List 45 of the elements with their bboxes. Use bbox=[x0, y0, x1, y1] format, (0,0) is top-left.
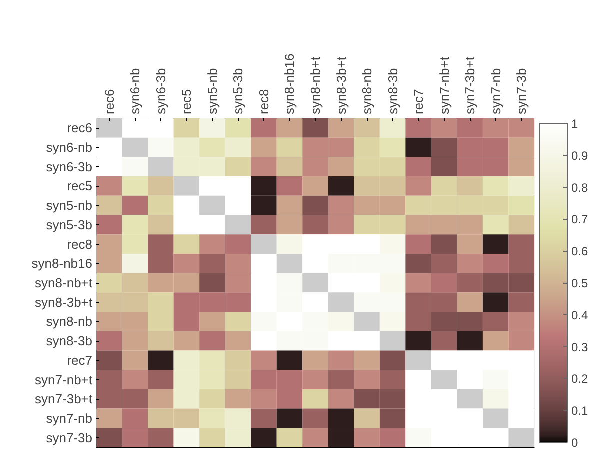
x-tick-label: syn7-3b bbox=[514, 68, 530, 114]
y-tick-label: syn8-nb16 bbox=[32, 256, 93, 272]
x-tick-label: syn8-nb+t bbox=[308, 56, 323, 114]
y-tick-label: syn8-nb+t bbox=[35, 276, 93, 290]
color-bar-label: 0.9 bbox=[572, 148, 589, 163]
x-tick-label: syn6-3b bbox=[153, 68, 168, 114]
y-tick-label: syn6-3b bbox=[46, 159, 92, 174]
color-bar-label: 0.4 bbox=[572, 308, 589, 322]
x-tick-label: syn8-3b+t bbox=[334, 56, 349, 114]
color-bar-label: 0.8 bbox=[572, 180, 589, 195]
color-bar-label: 0.3 bbox=[572, 340, 589, 354]
x-tick-label: rec6 bbox=[102, 89, 117, 114]
color-bar-label: 0 bbox=[572, 436, 578, 450]
y-tick-label: syn5-nb bbox=[46, 198, 92, 214]
y-tick-label: syn7-3b bbox=[46, 430, 92, 446]
x-tick-label: rec5 bbox=[179, 89, 194, 114]
y-tick-label: syn8-3b+t bbox=[35, 294, 93, 310]
y-tick-label: syn7-3b+t bbox=[35, 392, 93, 407]
x-tick-label: syn8-nb16 bbox=[282, 54, 298, 114]
color-bar-label: 0.1 bbox=[572, 404, 589, 418]
color-bar-label: 0.7 bbox=[572, 212, 589, 227]
y-tick-label: syn7-nb+t bbox=[35, 372, 93, 388]
color-bar-label: 0.6 bbox=[572, 244, 589, 259]
x-tick-label: syn8-nb bbox=[360, 68, 375, 114]
x-tick-label: syn7-nb+t bbox=[436, 56, 452, 114]
y-tick-label: syn8-nb bbox=[46, 314, 92, 330]
y-tick-label: rec5 bbox=[67, 178, 93, 194]
color-bar-label: 1 bbox=[572, 117, 578, 131]
color-bar-label: 0.2 bbox=[572, 372, 589, 386]
y-tick-label: syn6-nb bbox=[46, 140, 92, 156]
y-tick-label: rec8 bbox=[67, 236, 93, 252]
x-tick-label: rec7 bbox=[411, 89, 426, 114]
x-tick-label: syn5-3b bbox=[230, 68, 246, 114]
x-tick-label: syn5-nb bbox=[204, 68, 220, 114]
y-tick-label: syn8-3b bbox=[46, 334, 92, 349]
x-tick-label: syn7-3b+t bbox=[462, 56, 478, 114]
y-tick-label: rec6 bbox=[67, 120, 93, 136]
y-tick-label: rec7 bbox=[67, 352, 93, 368]
x-tick-label: rec8 bbox=[256, 89, 272, 114]
y-tick-label: syn5-3b bbox=[46, 217, 92, 232]
y-tick-label: syn7-nb bbox=[46, 410, 92, 426]
x-tick-label: syn8-3b bbox=[385, 68, 400, 114]
x-tick-label: syn7-nb bbox=[488, 68, 504, 114]
color-bar-label: 0.5 bbox=[572, 276, 589, 290]
x-tick-label: syn6-nb bbox=[128, 68, 143, 114]
